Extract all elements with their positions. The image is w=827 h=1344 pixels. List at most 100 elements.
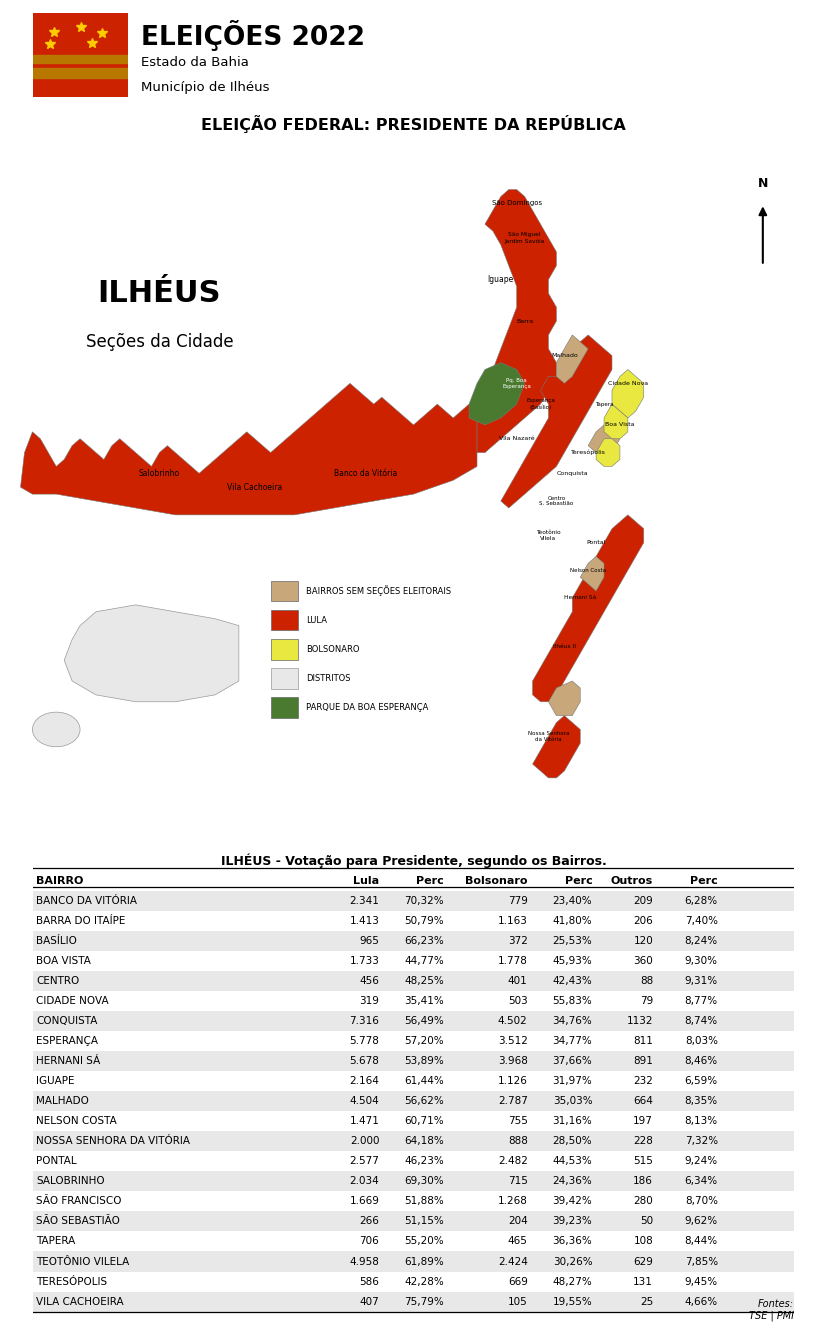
Text: 88: 88	[640, 976, 653, 986]
Text: BOA VISTA: BOA VISTA	[36, 956, 91, 966]
Text: 888: 888	[508, 1136, 528, 1146]
Text: MALHADO: MALHADO	[36, 1097, 89, 1106]
Text: Perc: Perc	[565, 876, 592, 886]
Bar	[33, 891, 794, 911]
Text: 41,80%: 41,80%	[552, 915, 592, 926]
Text: 2.341: 2.341	[349, 895, 380, 906]
Bar	[33, 1292, 794, 1312]
Text: ESPERANÇA: ESPERANÇA	[36, 1036, 98, 1046]
Polygon shape	[604, 405, 628, 438]
Text: 8,70%: 8,70%	[685, 1196, 718, 1207]
Text: 42,28%: 42,28%	[404, 1277, 444, 1286]
Text: 8,35%: 8,35%	[685, 1097, 718, 1106]
Text: Bolsonaro: Bolsonaro	[465, 876, 528, 886]
Text: 30,26%: 30,26%	[552, 1257, 592, 1266]
Text: IGUAPE: IGUAPE	[36, 1077, 74, 1086]
Text: 9,30%: 9,30%	[685, 956, 718, 966]
Text: 755: 755	[508, 1116, 528, 1126]
Text: 4.958: 4.958	[349, 1257, 380, 1266]
Bar	[33, 1231, 794, 1251]
Bar	[33, 1111, 794, 1132]
Text: PARQUE DA BOA ESPERANÇA: PARQUE DA BOA ESPERANÇA	[306, 703, 428, 712]
Text: Outros: Outros	[611, 876, 653, 886]
Polygon shape	[581, 556, 604, 591]
Text: 204: 204	[508, 1216, 528, 1227]
Text: Ilhéus II: Ilhéus II	[552, 644, 576, 649]
Text: 319: 319	[360, 996, 380, 1005]
Bar	[33, 1211, 794, 1231]
Text: Nelson Costa: Nelson Costa	[570, 567, 606, 573]
Text: ILHÉUS - Votação para Presidente, segundo os Bairros.: ILHÉUS - Votação para Presidente, segund…	[221, 853, 606, 868]
Text: ILHÉUS: ILHÉUS	[98, 280, 221, 308]
Text: 503: 503	[508, 996, 528, 1005]
Text: 31,97%: 31,97%	[552, 1077, 592, 1086]
Text: São Miguel
Jardim Savóia: São Miguel Jardim Savóia	[504, 233, 545, 243]
Text: 407: 407	[360, 1297, 380, 1306]
Text: 36,36%: 36,36%	[552, 1236, 592, 1246]
Text: 209: 209	[633, 895, 653, 906]
Polygon shape	[477, 190, 557, 453]
Text: TEOTÔNIO VILELA: TEOTÔNIO VILELA	[36, 1257, 129, 1266]
Text: 2.000: 2.000	[350, 1136, 380, 1146]
Text: 25: 25	[640, 1297, 653, 1306]
Text: 8,03%: 8,03%	[685, 1036, 718, 1046]
Text: Malhado: Malhado	[551, 353, 578, 359]
Bar	[33, 1071, 794, 1091]
Text: 39,42%: 39,42%	[552, 1196, 592, 1207]
Text: 8,77%: 8,77%	[685, 996, 718, 1005]
Text: LULA: LULA	[306, 616, 327, 625]
Bar	[33, 1051, 794, 1071]
Text: 2.482: 2.482	[498, 1156, 528, 1167]
Text: SALOBRINHO: SALOBRINHO	[36, 1176, 105, 1187]
Ellipse shape	[32, 712, 80, 747]
Text: 186: 186	[633, 1176, 653, 1187]
Text: 131: 131	[633, 1277, 653, 1286]
Text: 44,77%: 44,77%	[404, 956, 444, 966]
Text: Centro
S. Sebastião: Centro S. Sebastião	[539, 496, 574, 507]
Text: Hernani Sá: Hernani Sá	[564, 595, 596, 601]
Polygon shape	[469, 363, 524, 425]
Text: Pq. Boa
Esperança: Pq. Boa Esperança	[502, 378, 531, 388]
Text: 19,55%: 19,55%	[552, 1297, 592, 1306]
Text: 228: 228	[633, 1136, 653, 1146]
Text: 61,44%: 61,44%	[404, 1077, 444, 1086]
Bar	[33, 1132, 794, 1152]
Text: Teotônio
Vilela: Teotônio Vilela	[536, 531, 561, 542]
Bar	[33, 930, 794, 950]
Text: 8,24%: 8,24%	[685, 935, 718, 946]
Text: TERESÓPOLIS: TERESÓPOLIS	[36, 1277, 108, 1286]
Text: 206: 206	[633, 915, 653, 926]
Text: NOSSA SENHORA DA VITÓRIA: NOSSA SENHORA DA VITÓRIA	[36, 1136, 190, 1146]
Text: Nossa Senhora
da Vitória: Nossa Senhora da Vitória	[528, 731, 569, 742]
Polygon shape	[612, 370, 643, 418]
Text: 35,03%: 35,03%	[552, 1097, 592, 1106]
Text: 6,59%: 6,59%	[685, 1077, 718, 1086]
Text: SÃO SEBASTIÃO: SÃO SEBASTIÃO	[36, 1216, 120, 1227]
Text: 75,79%: 75,79%	[404, 1297, 444, 1306]
Text: 5.778: 5.778	[349, 1036, 380, 1046]
Bar	[33, 950, 794, 970]
Text: 1.163: 1.163	[498, 915, 528, 926]
Text: 45,93%: 45,93%	[552, 956, 592, 966]
Bar	[33, 1271, 794, 1292]
Text: Vila Cachoeira: Vila Cachoeira	[227, 482, 282, 492]
Text: Cidade Nova: Cidade Nova	[608, 380, 648, 386]
Text: 5.678: 5.678	[349, 1056, 380, 1066]
Text: Teresópolis: Teresópolis	[571, 450, 605, 456]
Text: BARRA DO ITAÍPE: BARRA DO ITAÍPE	[36, 915, 126, 926]
Text: 965: 965	[360, 935, 380, 946]
Bar	[33, 1191, 794, 1211]
Text: 57,20%: 57,20%	[404, 1036, 444, 1046]
Bar	[270, 638, 299, 660]
Text: 66,23%: 66,23%	[404, 935, 444, 946]
Text: 1.733: 1.733	[349, 956, 380, 966]
Bar	[33, 911, 794, 930]
Text: 515: 515	[633, 1156, 653, 1167]
Text: 8,13%: 8,13%	[685, 1116, 718, 1126]
Text: BAIRRO: BAIRRO	[36, 876, 84, 886]
Text: BANCO DA VITÓRIA: BANCO DA VITÓRIA	[36, 895, 137, 906]
Text: Salobrinho: Salobrinho	[139, 469, 180, 478]
Bar	[270, 581, 299, 601]
Text: 23,40%: 23,40%	[552, 895, 592, 906]
Text: 37,66%: 37,66%	[552, 1056, 592, 1066]
